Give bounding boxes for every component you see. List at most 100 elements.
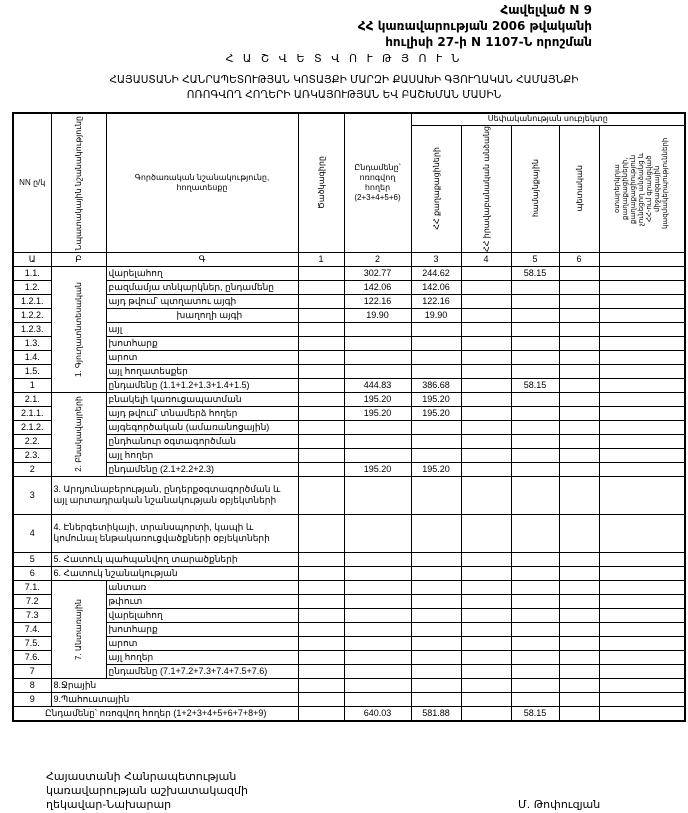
row-code: 2.3.	[12, 447, 52, 463]
value-cell	[598, 335, 686, 351]
value-cell	[297, 663, 345, 679]
value-cell	[297, 419, 345, 435]
row-description: այլ հողեր	[105, 649, 299, 665]
value-cell	[510, 321, 560, 337]
header-owner: ՀՀ իրավաբանական անձանց	[460, 124, 512, 253]
value-cell	[558, 321, 600, 337]
value-cell	[598, 621, 686, 637]
value-cell	[598, 677, 686, 693]
row-description: վարելահող	[105, 265, 299, 281]
header-owner: պետական	[558, 124, 600, 253]
grand-total-value	[460, 705, 512, 721]
row-code: 7.1.	[12, 579, 52, 595]
value-cell	[598, 405, 686, 421]
value-cell	[598, 447, 686, 463]
value-cell	[510, 363, 560, 379]
column-letter: 4	[460, 251, 512, 267]
value-cell	[558, 621, 600, 637]
row-description: 5. Հատուկ պահպանվող տարածքների	[50, 551, 299, 567]
value-cell	[598, 475, 686, 515]
value-cell	[558, 419, 600, 435]
value-cell	[558, 461, 600, 477]
row-code: 5	[12, 551, 52, 567]
table-row: 1.4. արոտ	[12, 349, 686, 365]
row-code: 1.1.	[12, 265, 52, 281]
value-cell	[343, 433, 412, 449]
table-row: 1.2.2. խաղողի այգի 19.90 19.90	[12, 307, 686, 323]
value-cell	[558, 307, 600, 323]
table-row: 7.2 թփուտ	[12, 593, 686, 609]
value-cell	[410, 649, 462, 665]
row-code: 6	[12, 565, 52, 581]
value-cell	[343, 593, 412, 609]
value-cell	[297, 307, 345, 323]
value-cell	[598, 565, 686, 581]
value-cell	[598, 607, 686, 623]
header-function: Գործառական նշանակությունը, հողատեսքը	[105, 112, 299, 253]
value-cell	[297, 649, 345, 665]
column-letter: Ա	[12, 251, 52, 267]
value-cell	[460, 691, 512, 707]
value-cell	[297, 265, 345, 281]
value-cell	[460, 607, 512, 623]
row-description: 9.Պահուստային	[50, 691, 299, 707]
value-cell	[510, 349, 560, 365]
value-cell	[460, 447, 512, 463]
grand-total-value: 581.88	[410, 705, 462, 721]
row-description: այլ	[105, 321, 299, 337]
value-cell	[297, 461, 345, 477]
value-cell: 122.16	[410, 293, 462, 309]
value-cell	[510, 405, 560, 421]
value-cell	[460, 307, 512, 323]
value-cell	[410, 335, 462, 351]
value-cell: 244.62	[410, 265, 462, 281]
row-code: 2	[12, 461, 52, 477]
row-description: 4. Էներգետիկայի, տրանսպորտի, կապի և կոմո…	[50, 513, 299, 553]
value-cell	[558, 593, 600, 609]
row-description: արոտ	[105, 635, 299, 651]
document-title: Հ Ա Շ Վ Ե Տ Վ Ո Ւ Թ Յ Ո Ւ Ն	[225, 52, 463, 65]
value-cell	[460, 363, 512, 379]
value-cell	[460, 663, 512, 679]
value-cell	[598, 461, 686, 477]
value-cell	[510, 621, 560, 637]
value-cell	[343, 475, 412, 515]
value-cell	[460, 677, 512, 693]
value-cell	[343, 349, 412, 365]
value-cell	[558, 579, 600, 595]
value-cell	[598, 391, 686, 407]
table-row: 7.3 վարելահող	[12, 607, 686, 623]
table-row: 2.2. ընդհանուր օգտագործման	[12, 433, 686, 449]
value-cell	[510, 461, 560, 477]
value-cell	[510, 691, 560, 707]
table-row: 1.1. 1. Գյուղատնտեսական վարելահող 302.77 244…	[12, 265, 686, 393]
value-cell	[343, 447, 412, 463]
row-description: ընդհանուր օգտագործման	[105, 433, 299, 449]
value-cell	[460, 513, 512, 553]
value-cell	[558, 377, 600, 393]
row-code: 2.2.	[12, 433, 52, 449]
value-cell	[297, 691, 345, 707]
value-cell	[510, 635, 560, 651]
value-cell	[343, 363, 412, 379]
value-cell	[510, 391, 560, 407]
value-cell	[558, 649, 600, 665]
row-description: ընդամենը (2.1+2.2+2.3)	[105, 461, 299, 477]
value-cell	[460, 593, 512, 609]
annex-line: հուլիսի 27-ի N 1107-Ն որոշման	[385, 35, 592, 49]
table-row: 3 3. Արդյունաբերության, ընդերքօգտագործման…	[12, 475, 686, 515]
category-cell: 7. Անտառային	[50, 579, 107, 679]
table-row: 2.1.2. այգեգործական (ամառանոցային)	[12, 419, 686, 435]
table-row: 5 5. Հատուկ պահպանվող տարածքների	[12, 551, 686, 567]
row-description: բնակելի կառուցապատման	[105, 391, 299, 407]
value-cell	[410, 621, 462, 637]
table-row: 1 ընդամենը (1.1+1.2+1.3+1.4+1.5) 444.83 386…	[12, 377, 686, 393]
table-row: 7.4. խոտհարք	[12, 621, 686, 637]
value-cell	[460, 279, 512, 295]
value-cell	[460, 579, 512, 595]
row-code: 8	[12, 677, 52, 693]
header-owner: համայնքային	[510, 124, 560, 253]
category-cell: 1. Գյուղատնտեսական	[50, 265, 107, 393]
value-cell	[510, 565, 560, 581]
table-row: 2.1. 2. Բնակավայրերի բնակելի կառուցապատման…	[12, 391, 686, 477]
